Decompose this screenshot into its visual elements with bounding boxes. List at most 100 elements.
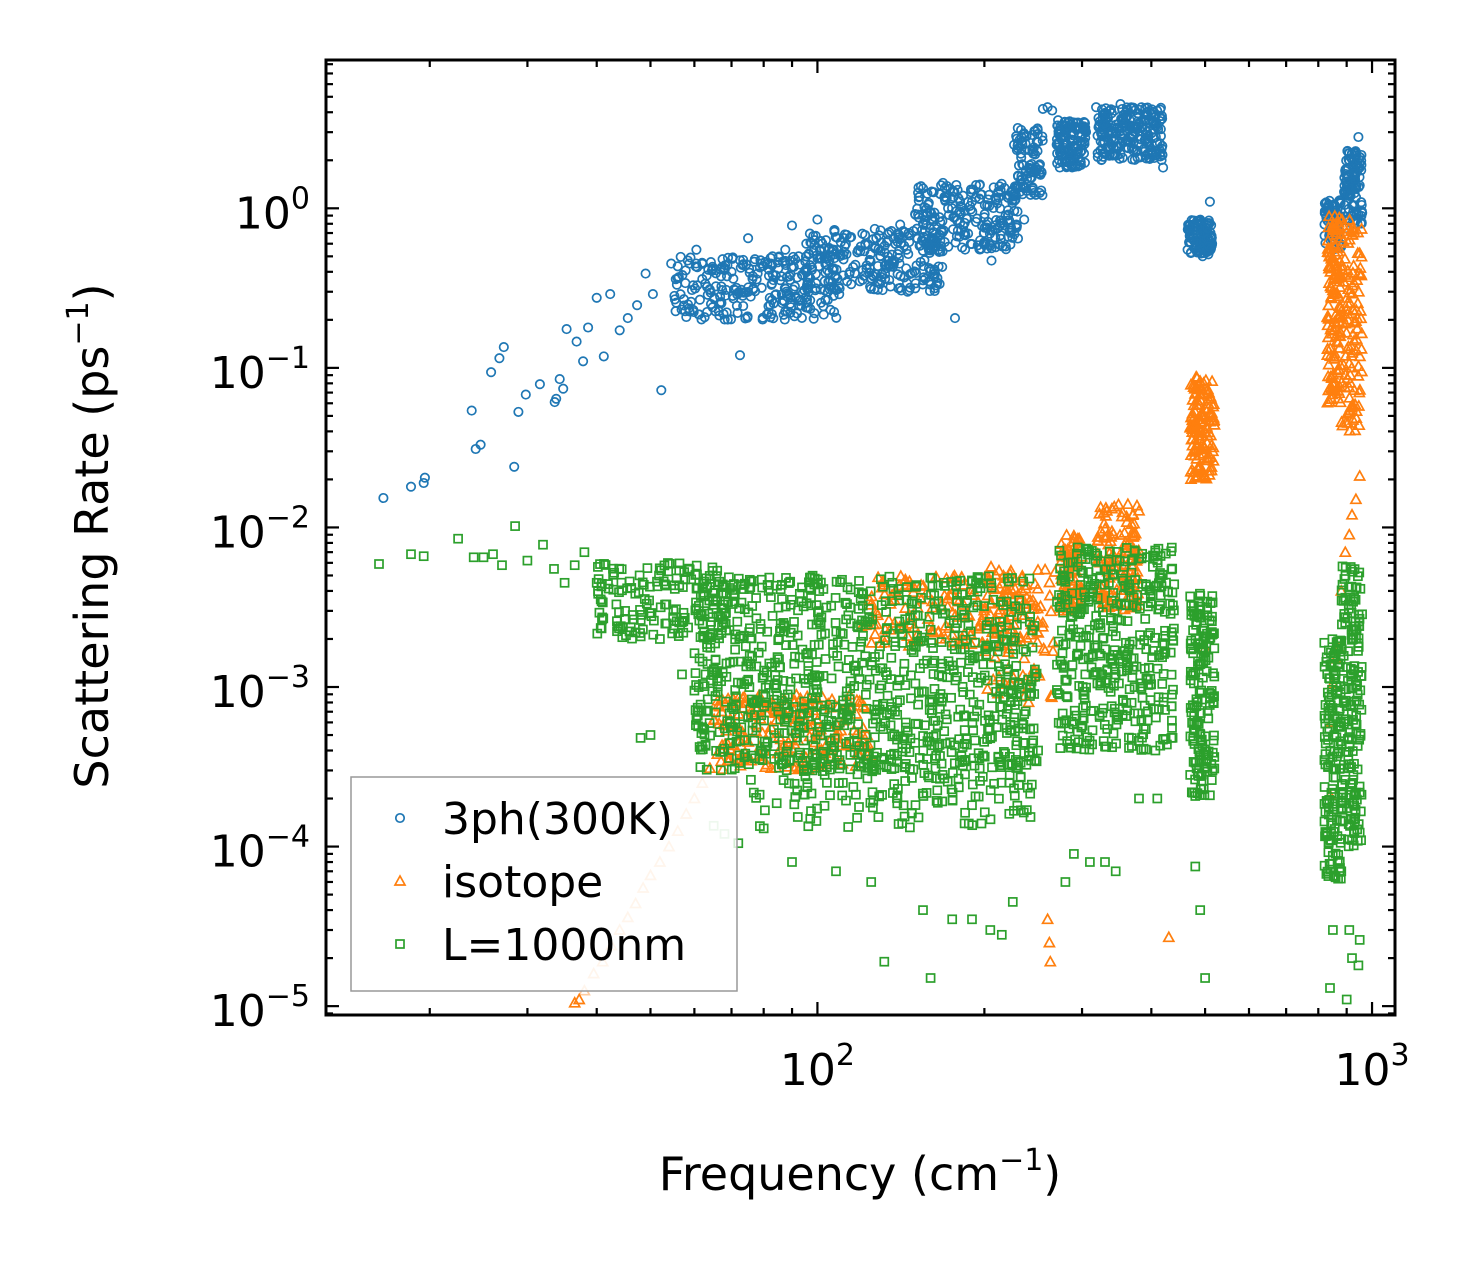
square-point — [729, 579, 739, 589]
square-point — [889, 763, 900, 774]
square-point — [655, 634, 665, 644]
triangle-point — [868, 627, 882, 639]
triangle-point — [568, 996, 582, 1008]
square-point — [644, 608, 655, 619]
square-point — [635, 605, 645, 615]
square-point — [1016, 805, 1026, 816]
square-point — [962, 596, 972, 606]
square-point — [1150, 632, 1160, 643]
triangle-point — [1028, 577, 1042, 589]
circle-point — [1157, 113, 1168, 124]
circle-point — [632, 300, 643, 311]
circle-point — [948, 212, 959, 223]
triangle-point — [1347, 223, 1361, 235]
triangle-point — [1335, 212, 1349, 225]
square-point — [1132, 590, 1143, 600]
square-point — [739, 679, 750, 689]
square-point — [1102, 724, 1113, 734]
square-point — [881, 607, 891, 617]
square-point — [967, 820, 978, 831]
circle-point — [984, 189, 995, 200]
triangle-point — [1107, 499, 1121, 512]
circle-point — [1028, 148, 1039, 159]
square-point — [1152, 793, 1163, 804]
square-point — [880, 596, 891, 607]
square-point — [857, 615, 867, 626]
square-point — [953, 711, 964, 722]
square-point — [1100, 644, 1110, 655]
circle-point — [640, 268, 651, 279]
square-point — [673, 631, 684, 641]
circle-point — [802, 283, 813, 294]
circle-point — [571, 336, 582, 347]
square-point — [1319, 782, 1330, 792]
square-point — [1339, 698, 1350, 708]
square-point — [1157, 652, 1167, 663]
square-point — [1328, 925, 1338, 935]
circle-point — [705, 287, 716, 298]
square-point — [769, 694, 779, 705]
circle-point — [789, 311, 800, 322]
square-point — [696, 610, 707, 621]
triangle-point — [1113, 528, 1127, 540]
square-point — [910, 737, 920, 748]
circle-point — [1030, 125, 1041, 136]
triangle-point — [714, 754, 728, 767]
square-point — [747, 651, 757, 662]
circle-point — [812, 214, 823, 225]
square-point — [749, 698, 760, 708]
square-point — [857, 600, 868, 611]
square-point — [740, 748, 751, 759]
circle-point — [962, 196, 973, 208]
square-point — [878, 581, 888, 592]
square-point — [927, 658, 938, 668]
square-point — [759, 736, 770, 747]
square-point — [966, 587, 976, 597]
triangle-point — [1093, 507, 1106, 519]
circle-point — [1076, 137, 1088, 148]
square-point — [692, 569, 702, 580]
triangle-point — [1346, 398, 1360, 411]
triangle-point — [847, 723, 861, 736]
square-point — [1336, 866, 1347, 877]
circle-point — [923, 197, 934, 208]
circle-point — [1158, 162, 1169, 173]
square-point — [969, 652, 980, 663]
circle-point — [513, 406, 524, 417]
circle-point — [675, 251, 686, 262]
square-point — [1320, 700, 1331, 710]
square-point — [728, 704, 739, 715]
square-point — [692, 583, 703, 594]
circle-point — [795, 294, 806, 305]
square-point — [1134, 603, 1145, 614]
square-point — [1061, 715, 1072, 726]
triangle-point — [1194, 387, 1208, 399]
circle-point — [831, 285, 842, 296]
square-point — [730, 588, 740, 599]
square-point — [1102, 665, 1112, 676]
square-point — [934, 693, 945, 704]
square-point — [866, 619, 876, 630]
triangle-point — [1119, 535, 1133, 548]
square-point — [931, 796, 942, 806]
triangle-point — [1354, 311, 1368, 324]
square-point — [1346, 669, 1357, 680]
circle-point — [405, 481, 417, 492]
square-point — [1063, 571, 1074, 582]
triangle-point — [1344, 224, 1358, 237]
circle-point — [917, 218, 929, 229]
square-point — [1111, 598, 1122, 609]
circle-point — [895, 219, 906, 230]
square-point — [745, 623, 755, 634]
circle-point — [1183, 221, 1194, 232]
square-point — [746, 774, 756, 785]
square-point — [923, 732, 934, 743]
square-point — [819, 769, 830, 780]
square-point — [1196, 685, 1207, 696]
circle-point — [875, 245, 886, 256]
circle-point — [951, 179, 962, 191]
circle-point — [910, 209, 921, 220]
square-point — [1067, 588, 1077, 599]
square-point — [1197, 769, 1207, 780]
circle-point — [1037, 135, 1048, 146]
